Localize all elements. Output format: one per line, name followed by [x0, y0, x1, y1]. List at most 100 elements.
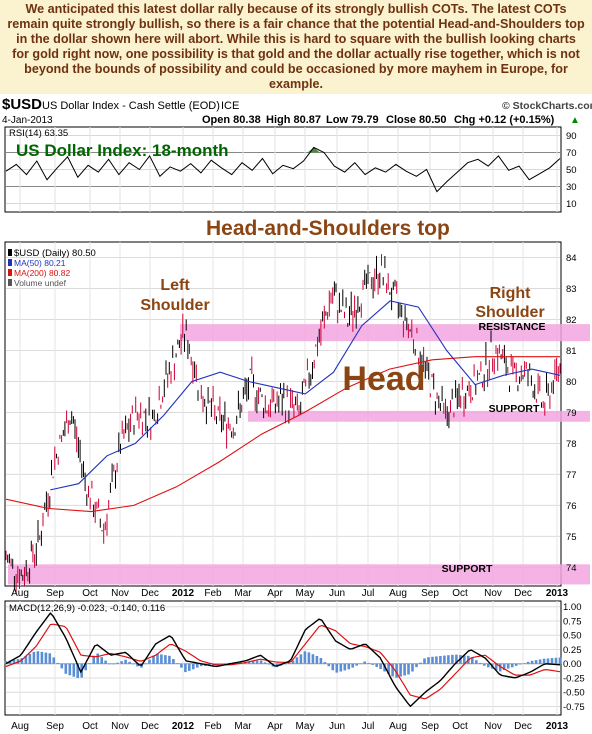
macd-hist-bar [120, 661, 123, 664]
macd-hist-bar [172, 659, 175, 664]
x-tick-label: Oct [452, 588, 468, 599]
macd-hist-bar [24, 656, 28, 664]
legend-swatch [8, 259, 12, 266]
x-tick-label: Aug [389, 721, 407, 732]
x-tick-label: Dec [141, 588, 159, 599]
macd-hist-bar [32, 651, 36, 664]
macd-hist-bar [558, 657, 562, 664]
macd-hist-bar [251, 661, 255, 664]
x-tick-label: Aug [389, 588, 407, 599]
macd-hist-bar [347, 663, 351, 670]
commentary-box: We anticipated this latest dollar rally … [0, 0, 592, 94]
macd-hist-bar [355, 663, 358, 666]
macd-y-tick: 0.25 [563, 645, 582, 656]
macd-hist-bar [56, 662, 60, 664]
macd-hist-bar [339, 663, 343, 672]
chart-close: Close 80.50 [386, 114, 447, 126]
macd-hist-bar [108, 663, 111, 665]
macd-hist-bar [538, 659, 542, 664]
macd-hist-bar [148, 659, 151, 664]
macd-hist-bar [116, 662, 119, 664]
x-tick-label: Oct [82, 588, 98, 599]
macd-hist-bar [124, 659, 127, 664]
macd-hist-bar [303, 651, 307, 664]
legend-swatch [8, 279, 12, 286]
rsi-y-tick: 50 [566, 165, 577, 176]
chart-exchange: ICE [221, 100, 239, 112]
price-y-tick: 78 [566, 439, 577, 450]
macd-hist-bar [295, 657, 299, 664]
usd-chart: $USD US Dollar Index - Cash Settle (EOD)… [0, 96, 592, 734]
macd-hist-bar [307, 652, 311, 664]
price-y-tick: 80 [566, 377, 577, 388]
macd-hist-bar [447, 655, 450, 664]
chart-title: US Dollar Index: 18-month [16, 141, 229, 160]
macd-hist-bar [128, 661, 131, 664]
macd-hist-bar [351, 663, 354, 668]
x-tick-label: Dec [514, 721, 532, 732]
macd-hist-bar [76, 663, 79, 678]
macd-hist-bar [431, 656, 434, 664]
x-tick-label: Nov [484, 721, 502, 732]
price-y-tick: 77 [566, 470, 577, 481]
chart-open: Open 80.38 [202, 114, 261, 126]
macd-hist-bar [335, 663, 339, 673]
macd-hist-bar [494, 663, 498, 671]
macd-hist-bar [96, 653, 99, 664]
macd-hist-bar [136, 663, 139, 667]
price-y-tick: 79 [566, 408, 577, 419]
macd-hist-bar [84, 663, 87, 671]
price-y-tick: 81 [566, 346, 577, 357]
resistance-band [180, 324, 590, 342]
rsi-line [5, 146, 561, 193]
rsi-y-tick: 10 [566, 199, 577, 210]
macd-hist-bar [375, 663, 378, 667]
macd-hist-bar [379, 663, 382, 669]
macd-hist-bar [399, 663, 402, 677]
macd-hist-bar [487, 663, 490, 668]
macd-hist-bar [363, 661, 366, 664]
chart-instrument-name: US Dollar Index - Cash Settle (EOD) [42, 100, 220, 112]
x-tick-label: Apr [267, 721, 283, 732]
macd-hist-bar [132, 663, 135, 665]
commentary-text: We anticipated this latest dollar rally … [7, 2, 585, 91]
macd-hist-bar [343, 663, 347, 671]
macd-hist-bar [403, 663, 406, 676]
macd-y-tick: 1.00 [563, 602, 582, 613]
legend-swatch [8, 249, 12, 256]
head-label: Head [342, 360, 425, 398]
macd-hist-bar [255, 660, 259, 664]
x-tick-label: May [296, 721, 315, 732]
macd-y-tick: -0.50 [563, 688, 585, 699]
macd-hist-bar [28, 654, 32, 664]
macd-hist-bar [483, 663, 486, 666]
right-shoulder-label-line1: Right [490, 285, 532, 302]
macd-hist-bar [415, 663, 418, 668]
macd-hist-bar [546, 658, 550, 664]
macd-hist-bar [283, 663, 287, 665]
chart-date: 4-Jan-2013 [2, 115, 53, 126]
macd-hist-bar [176, 663, 179, 664]
rsi-panel: 10 30 50 70 90 RSI(14) 63.35 US Dollar Index… [4, 126, 577, 213]
macd-hist-bar [247, 661, 251, 664]
x-tick-label: Sep [46, 588, 64, 599]
x-tick-label: Aug [11, 721, 29, 732]
x-tick-label: Jul [362, 588, 375, 599]
macd-hist-bar [427, 657, 430, 664]
x-tick-label: Jul [362, 721, 375, 732]
x-tick-label: Jun [329, 588, 345, 599]
x-tick-label: Dec [141, 721, 159, 732]
macd-hist-bar [188, 663, 191, 671]
macd-hist-bar [36, 651, 40, 664]
x-tick-label: Nov [484, 588, 502, 599]
x-tick-label: Feb [204, 588, 222, 599]
macd-hist-bar [514, 663, 518, 666]
macd-label: MACD(12,26,9) -0.023, -0.140, 0.116 [9, 603, 165, 614]
x-tick-label: Apr [267, 588, 283, 599]
macd-hist-bar [534, 660, 538, 664]
x-tick-label: Feb [204, 721, 222, 732]
macd-y-tick: -0.25 [563, 673, 585, 684]
x-tick-label: Sep [46, 721, 64, 732]
x-tick-label: Mar [234, 588, 252, 599]
macd-hist-bar [259, 660, 263, 664]
